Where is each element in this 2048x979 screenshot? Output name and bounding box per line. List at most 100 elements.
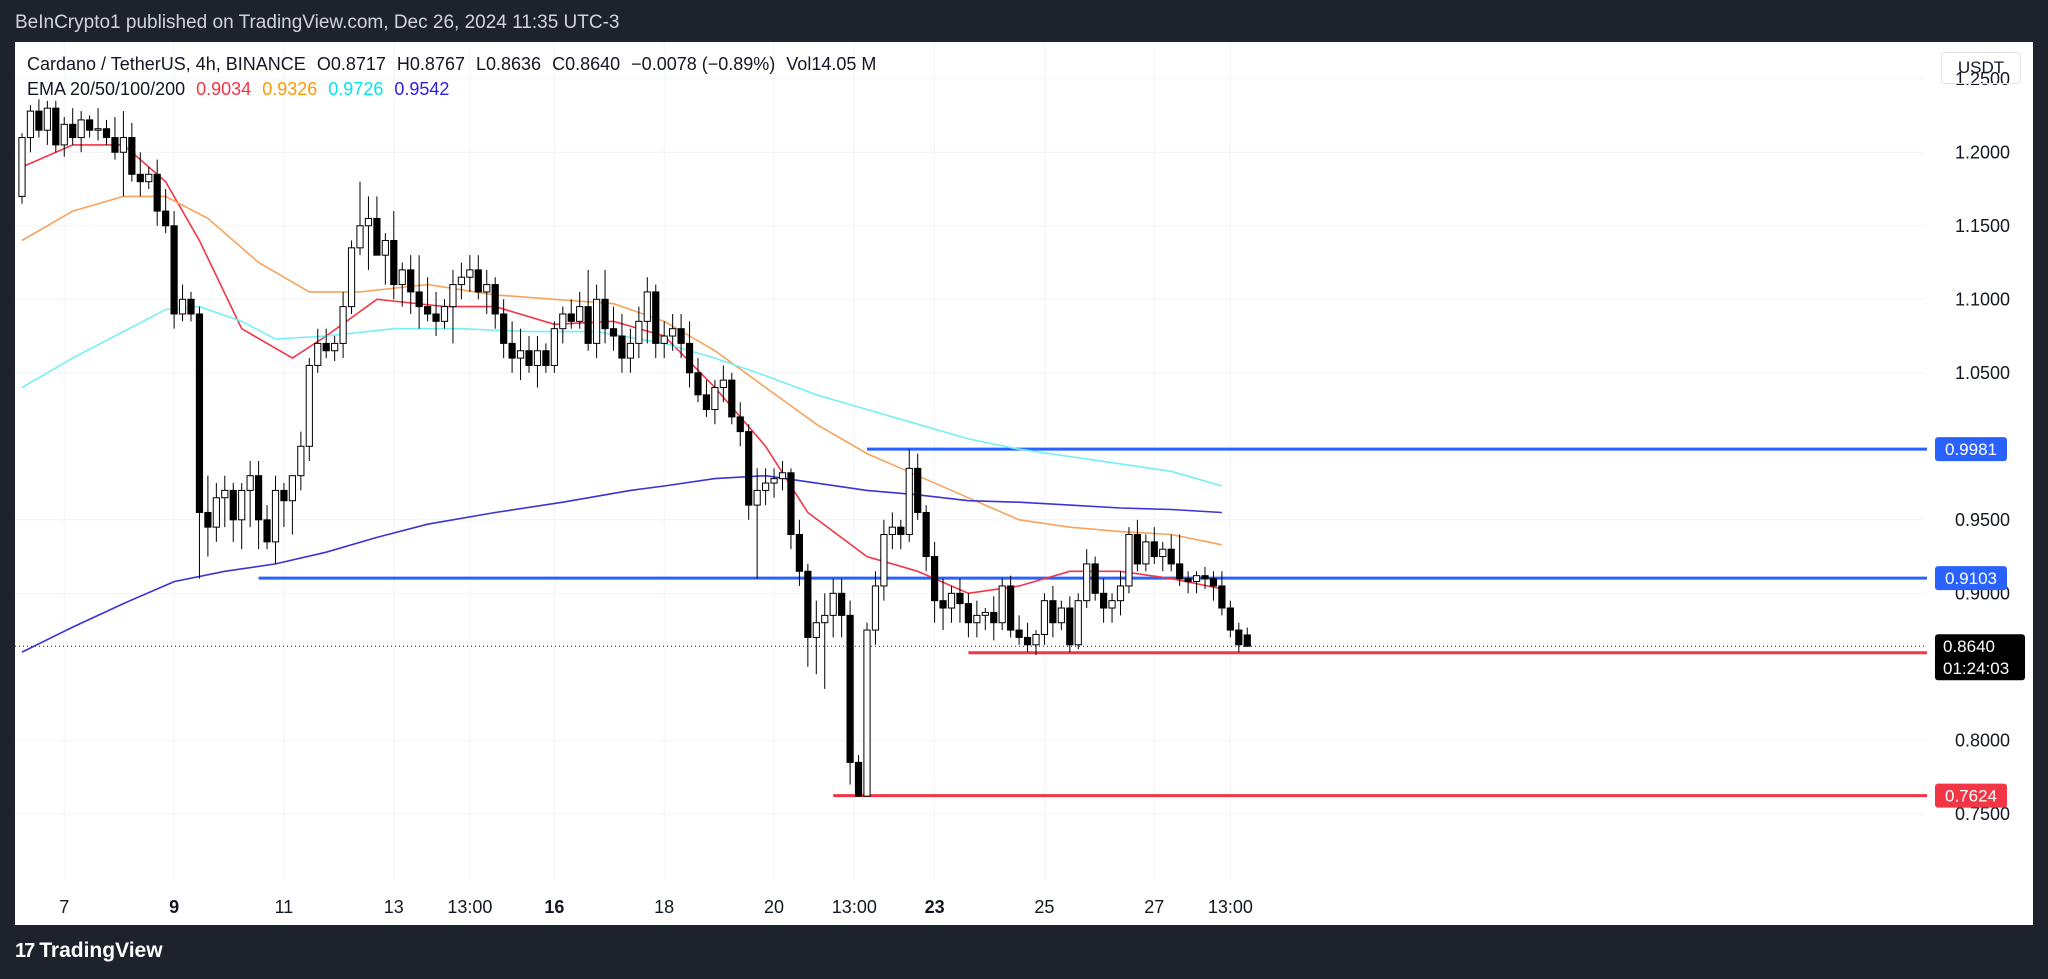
candle-body[interactable] — [736, 416, 744, 433]
candle-body[interactable] — [685, 342, 694, 374]
candle-body[interactable] — [86, 119, 94, 131]
candle-body[interactable] — [331, 342, 339, 352]
candle-body[interactable] — [136, 173, 144, 183]
candle-body[interactable] — [947, 592, 956, 609]
candle-body[interactable] — [1057, 607, 1065, 624]
candle-body[interactable] — [584, 306, 592, 344]
candle-body[interactable] — [26, 110, 35, 139]
candle-body[interactable] — [1167, 548, 1175, 565]
candle-body[interactable] — [52, 107, 60, 146]
candle-body[interactable] — [1235, 629, 1243, 646]
candle-body[interactable] — [1116, 585, 1125, 602]
candle-body[interactable] — [263, 519, 271, 543]
candle-body[interactable] — [1040, 600, 1049, 635]
candle-body[interactable] — [525, 350, 533, 366]
candle-body[interactable] — [271, 489, 280, 543]
candle-body[interactable] — [550, 328, 558, 366]
candle-body[interactable] — [618, 335, 626, 359]
candle-body[interactable] — [1108, 600, 1116, 609]
candle-body[interactable] — [356, 225, 364, 249]
candle-body[interactable] — [905, 467, 913, 536]
candle-body[interactable] — [178, 298, 187, 315]
candle-body[interactable] — [1015, 629, 1023, 638]
candle-body[interactable] — [1184, 578, 1192, 583]
candle-body[interactable] — [347, 247, 356, 308]
candle-body[interactable] — [322, 342, 330, 352]
candle-body[interactable] — [1032, 633, 1040, 646]
candle-body[interactable] — [390, 239, 398, 286]
candle-body[interactable] — [677, 328, 685, 344]
candle-body[interactable] — [69, 123, 77, 139]
price-tag[interactable] — [1935, 437, 2007, 462]
candle-body[interactable] — [871, 585, 880, 631]
candle-body[interactable] — [914, 467, 922, 513]
candle-body[interactable] — [1176, 563, 1184, 580]
candle-body[interactable] — [1091, 563, 1099, 594]
currency-button[interactable]: USDT — [1941, 52, 2021, 84]
candle-body[interactable] — [829, 592, 837, 616]
candle-body[interactable] — [516, 350, 525, 359]
candle-body[interactable] — [474, 269, 482, 293]
candle-body[interactable] — [1201, 575, 1209, 580]
candle-body[interactable] — [415, 291, 423, 308]
candle-body[interactable] — [1074, 600, 1082, 646]
candle-body[interactable] — [128, 137, 136, 175]
candle-body[interactable] — [43, 107, 51, 131]
candle-body[interactable] — [542, 350, 550, 366]
tradingview-logo[interactable]: 17 TradingView — [15, 939, 163, 963]
candle-body[interactable] — [838, 592, 846, 616]
candle-body[interactable] — [94, 128, 102, 131]
candle-body[interactable] — [931, 556, 939, 602]
candle-body[interactable] — [364, 217, 373, 227]
candle-body[interactable] — [491, 284, 499, 315]
candle-body[interactable] — [500, 313, 508, 344]
candle-body[interactable] — [821, 614, 829, 624]
candle-body[interactable] — [711, 386, 719, 411]
candle-body[interactable] — [533, 350, 542, 366]
candle-body[interactable] — [398, 269, 406, 286]
candle-body[interactable] — [102, 128, 111, 139]
candle-body[interactable] — [1226, 607, 1234, 631]
candle-body[interactable] — [804, 570, 812, 638]
candle-body[interactable] — [593, 298, 601, 344]
candle-body[interactable] — [1142, 541, 1150, 565]
candle-body[interactable] — [280, 489, 288, 502]
candle-body[interactable] — [145, 173, 153, 183]
candle-body[interactable] — [212, 497, 220, 528]
candle-body[interactable] — [1023, 636, 1032, 646]
candle-body[interactable] — [119, 137, 128, 153]
candle-body[interactable] — [863, 629, 871, 797]
candle-body[interactable] — [229, 489, 237, 521]
candle-body[interactable] — [466, 269, 474, 278]
candle-body[interactable] — [432, 313, 440, 322]
candle-body[interactable] — [635, 320, 643, 344]
candle-body[interactable] — [880, 534, 888, 587]
candle-body[interactable] — [314, 342, 322, 366]
candle-body[interactable] — [1243, 634, 1251, 647]
candle-body[interactable] — [609, 328, 618, 337]
candle-body[interactable] — [424, 306, 432, 315]
candle-body[interactable] — [694, 372, 702, 396]
candle-body[interactable] — [1159, 548, 1167, 558]
candle-body[interactable] — [981, 611, 989, 616]
candle-body[interactable] — [990, 611, 998, 624]
candle-body[interactable] — [795, 534, 803, 572]
candle-body[interactable] — [888, 526, 896, 536]
candle-body[interactable] — [601, 298, 609, 330]
candle-body[interactable] — [508, 342, 516, 359]
candle-body[interactable] — [1100, 592, 1108, 609]
candle-body[interactable] — [407, 269, 415, 293]
candle-body[interactable] — [373, 217, 381, 256]
candle-body[interactable] — [643, 291, 651, 322]
candle-body[interactable] — [162, 210, 170, 227]
candle-body[interactable] — [297, 445, 305, 477]
candle-body[interactable] — [812, 622, 820, 638]
candle-body[interactable] — [457, 276, 465, 286]
candle-body[interactable] — [77, 119, 85, 139]
candle-body[interactable] — [246, 475, 254, 491]
candle-body[interactable] — [170, 225, 178, 315]
candle-body[interactable] — [204, 511, 212, 528]
candle-body[interactable] — [728, 379, 736, 418]
candle-body[interactable] — [973, 614, 981, 624]
